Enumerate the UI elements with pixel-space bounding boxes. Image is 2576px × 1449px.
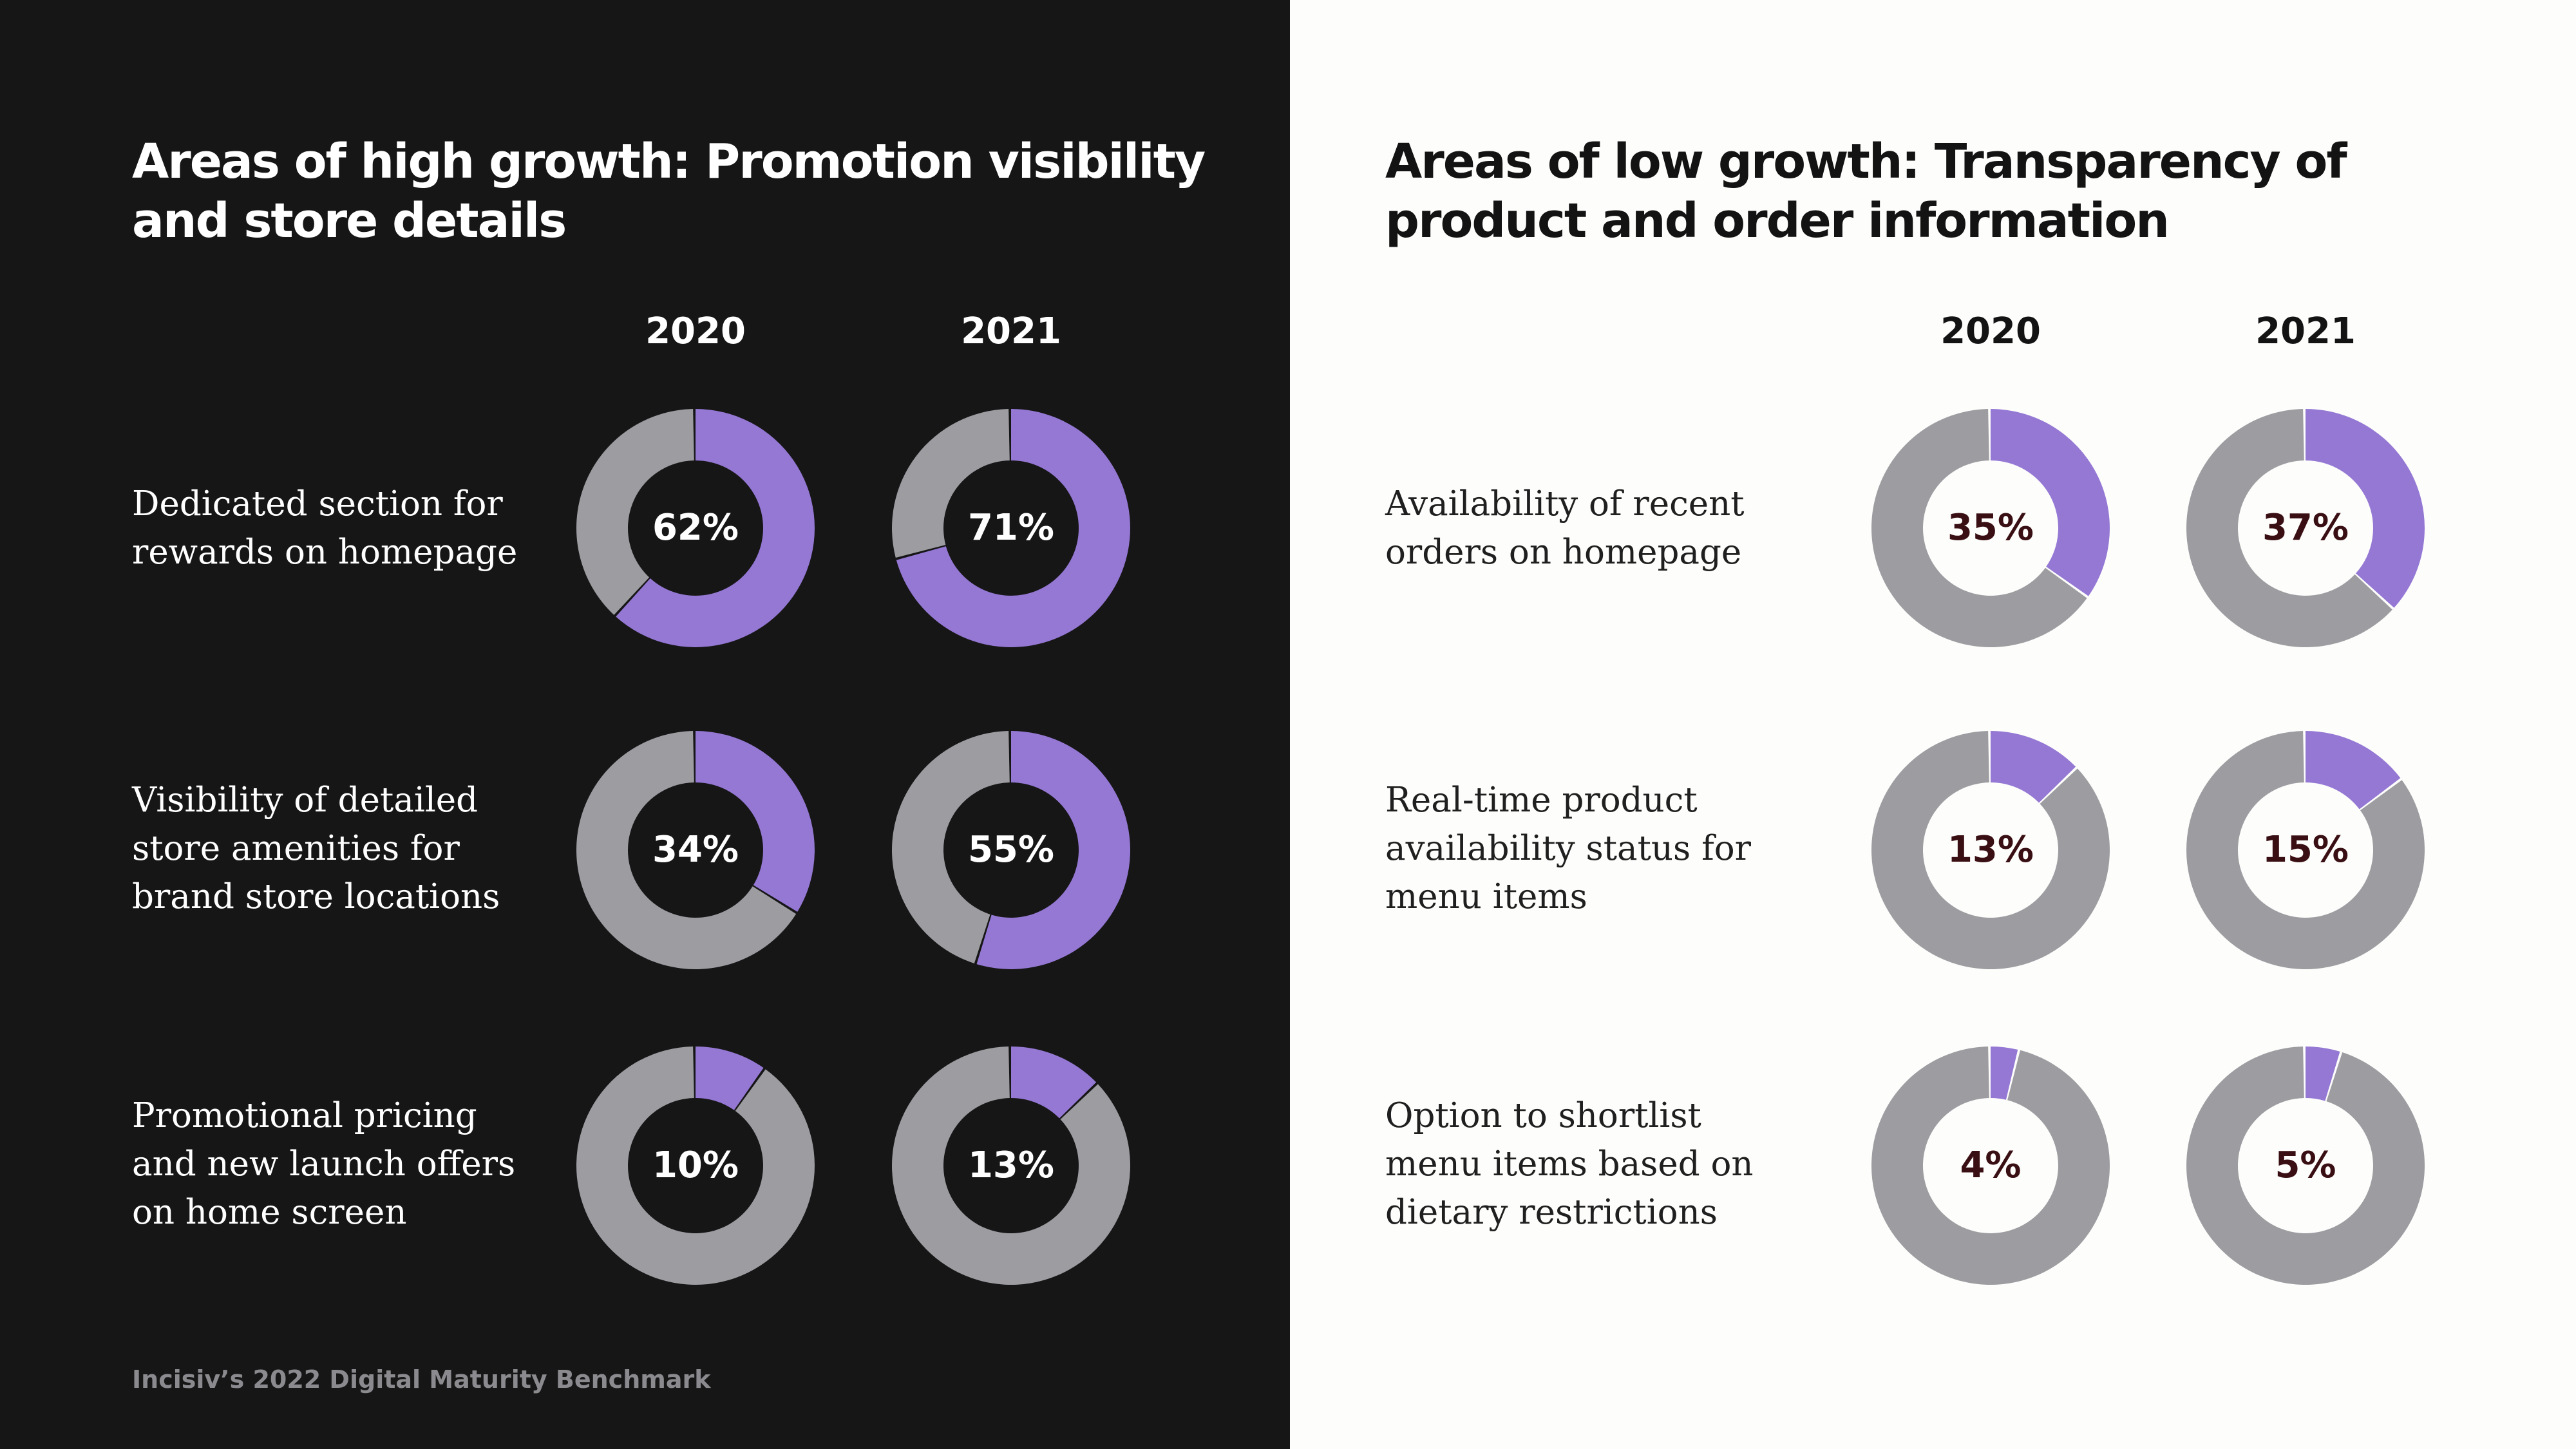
- donut-svg: [2186, 409, 2425, 647]
- donut-svg: [576, 731, 815, 969]
- value-segment: [896, 409, 1130, 647]
- value-segment: [1991, 1046, 2018, 1100]
- percent-label: 15%: [2262, 829, 2349, 871]
- percent-label: 13%: [967, 1144, 1055, 1186]
- donut-svg: [891, 731, 1131, 969]
- value-segment: [2306, 1046, 2340, 1101]
- high-growth-year-2020: 2020: [645, 310, 746, 352]
- donut-chart: 34%: [573, 728, 818, 972]
- donut-svg: [1871, 409, 2110, 647]
- low-growth-row-label: Availability of recent orders on homepag…: [1385, 484, 1745, 572]
- value-segment: [1991, 731, 2076, 803]
- donut-chart: 13%: [1868, 728, 2113, 972]
- value-segment: [696, 731, 815, 912]
- percent-label: 4%: [1960, 1144, 2022, 1186]
- donut-chart: 10%: [573, 1043, 818, 1288]
- remainder-segment: [576, 1046, 815, 1285]
- source-footer: Incisiv’s 2022 Digital Maturity Benchmar…: [132, 1365, 711, 1394]
- remainder-segment: [2186, 409, 2392, 647]
- low-growth-year-2020: 2020: [1940, 310, 2041, 352]
- high-growth-row-label: Promotional pricing and new launch offer…: [132, 1096, 516, 1232]
- percent-label: 10%: [652, 1144, 739, 1186]
- percent-label: 62%: [652, 507, 739, 549]
- donut-chart: 35%: [1868, 406, 2113, 650]
- value-segment: [1011, 1046, 1097, 1119]
- high-growth-title: Areas of high growth: Promotion visibili…: [132, 134, 1206, 249]
- percent-label: 5%: [2275, 1144, 2336, 1186]
- donut-chart: 62%: [573, 406, 818, 650]
- value-segment: [696, 1046, 764, 1110]
- remainder-segment: [2186, 1046, 2425, 1285]
- value-segment: [2306, 409, 2425, 608]
- low-growth-row-label: Real-time product availability status fo…: [1385, 781, 1751, 916]
- donut-chart: 37%: [2183, 406, 2428, 650]
- percent-label: 71%: [967, 507, 1055, 549]
- remainder-segment: [1871, 409, 2087, 647]
- remainder-segment: [1871, 1046, 2110, 1285]
- low-growth-panel: Areas of low growth: Transparency of pro…: [1290, 0, 2576, 1449]
- low-growth-title: Areas of low growth: Transparency of pro…: [1385, 134, 2347, 249]
- percent-label: 37%: [2262, 507, 2349, 549]
- value-segment: [1991, 409, 2110, 596]
- remainder-segment: [1871, 731, 2110, 969]
- donut-svg: [1871, 1046, 2110, 1285]
- remainder-segment: [2186, 731, 2425, 969]
- remainder-segment: [891, 409, 1010, 558]
- donut-chart: 5%: [2183, 1043, 2428, 1288]
- donut-chart: 55%: [889, 728, 1133, 972]
- remainder-segment: [891, 731, 1010, 963]
- donut-svg: [576, 1046, 815, 1285]
- donut-svg: [891, 1046, 1130, 1285]
- remainder-segment: [576, 731, 797, 969]
- percent-label: 34%: [652, 829, 739, 871]
- value-segment: [616, 409, 815, 647]
- donut-chart: 4%: [1868, 1043, 2113, 1288]
- percent-label: 55%: [967, 829, 1055, 871]
- donut-svg: [2186, 731, 2425, 969]
- donut-chart: 15%: [2183, 728, 2428, 972]
- low-growth-year-2021: 2021: [2255, 310, 2356, 352]
- donut-svg: [1871, 731, 2110, 969]
- value-segment: [2306, 731, 2401, 810]
- remainder-segment: [891, 1046, 1130, 1285]
- remainder-segment: [576, 409, 694, 615]
- low-growth-row-label: Option to shortlist menu items based on …: [1385, 1096, 1754, 1232]
- donut-svg: [2186, 1046, 2425, 1285]
- high-growth-year-2021: 2021: [961, 310, 1061, 352]
- donut-svg: [576, 409, 815, 647]
- donut-chart: 13%: [889, 1043, 1133, 1288]
- donut-chart: 71%: [889, 406, 1133, 650]
- percent-label: 35%: [1947, 507, 2034, 549]
- high-growth-panel: Areas of high growth: Promotion visibili…: [0, 0, 1290, 1449]
- value-segment: [976, 731, 1131, 969]
- percent-label: 13%: [1947, 829, 2034, 871]
- high-growth-row-label: Visibility of detailed store amenities f…: [132, 781, 500, 916]
- donut-svg: [891, 409, 1130, 647]
- high-growth-row-label: Dedicated section for rewards on homepag…: [132, 484, 518, 572]
